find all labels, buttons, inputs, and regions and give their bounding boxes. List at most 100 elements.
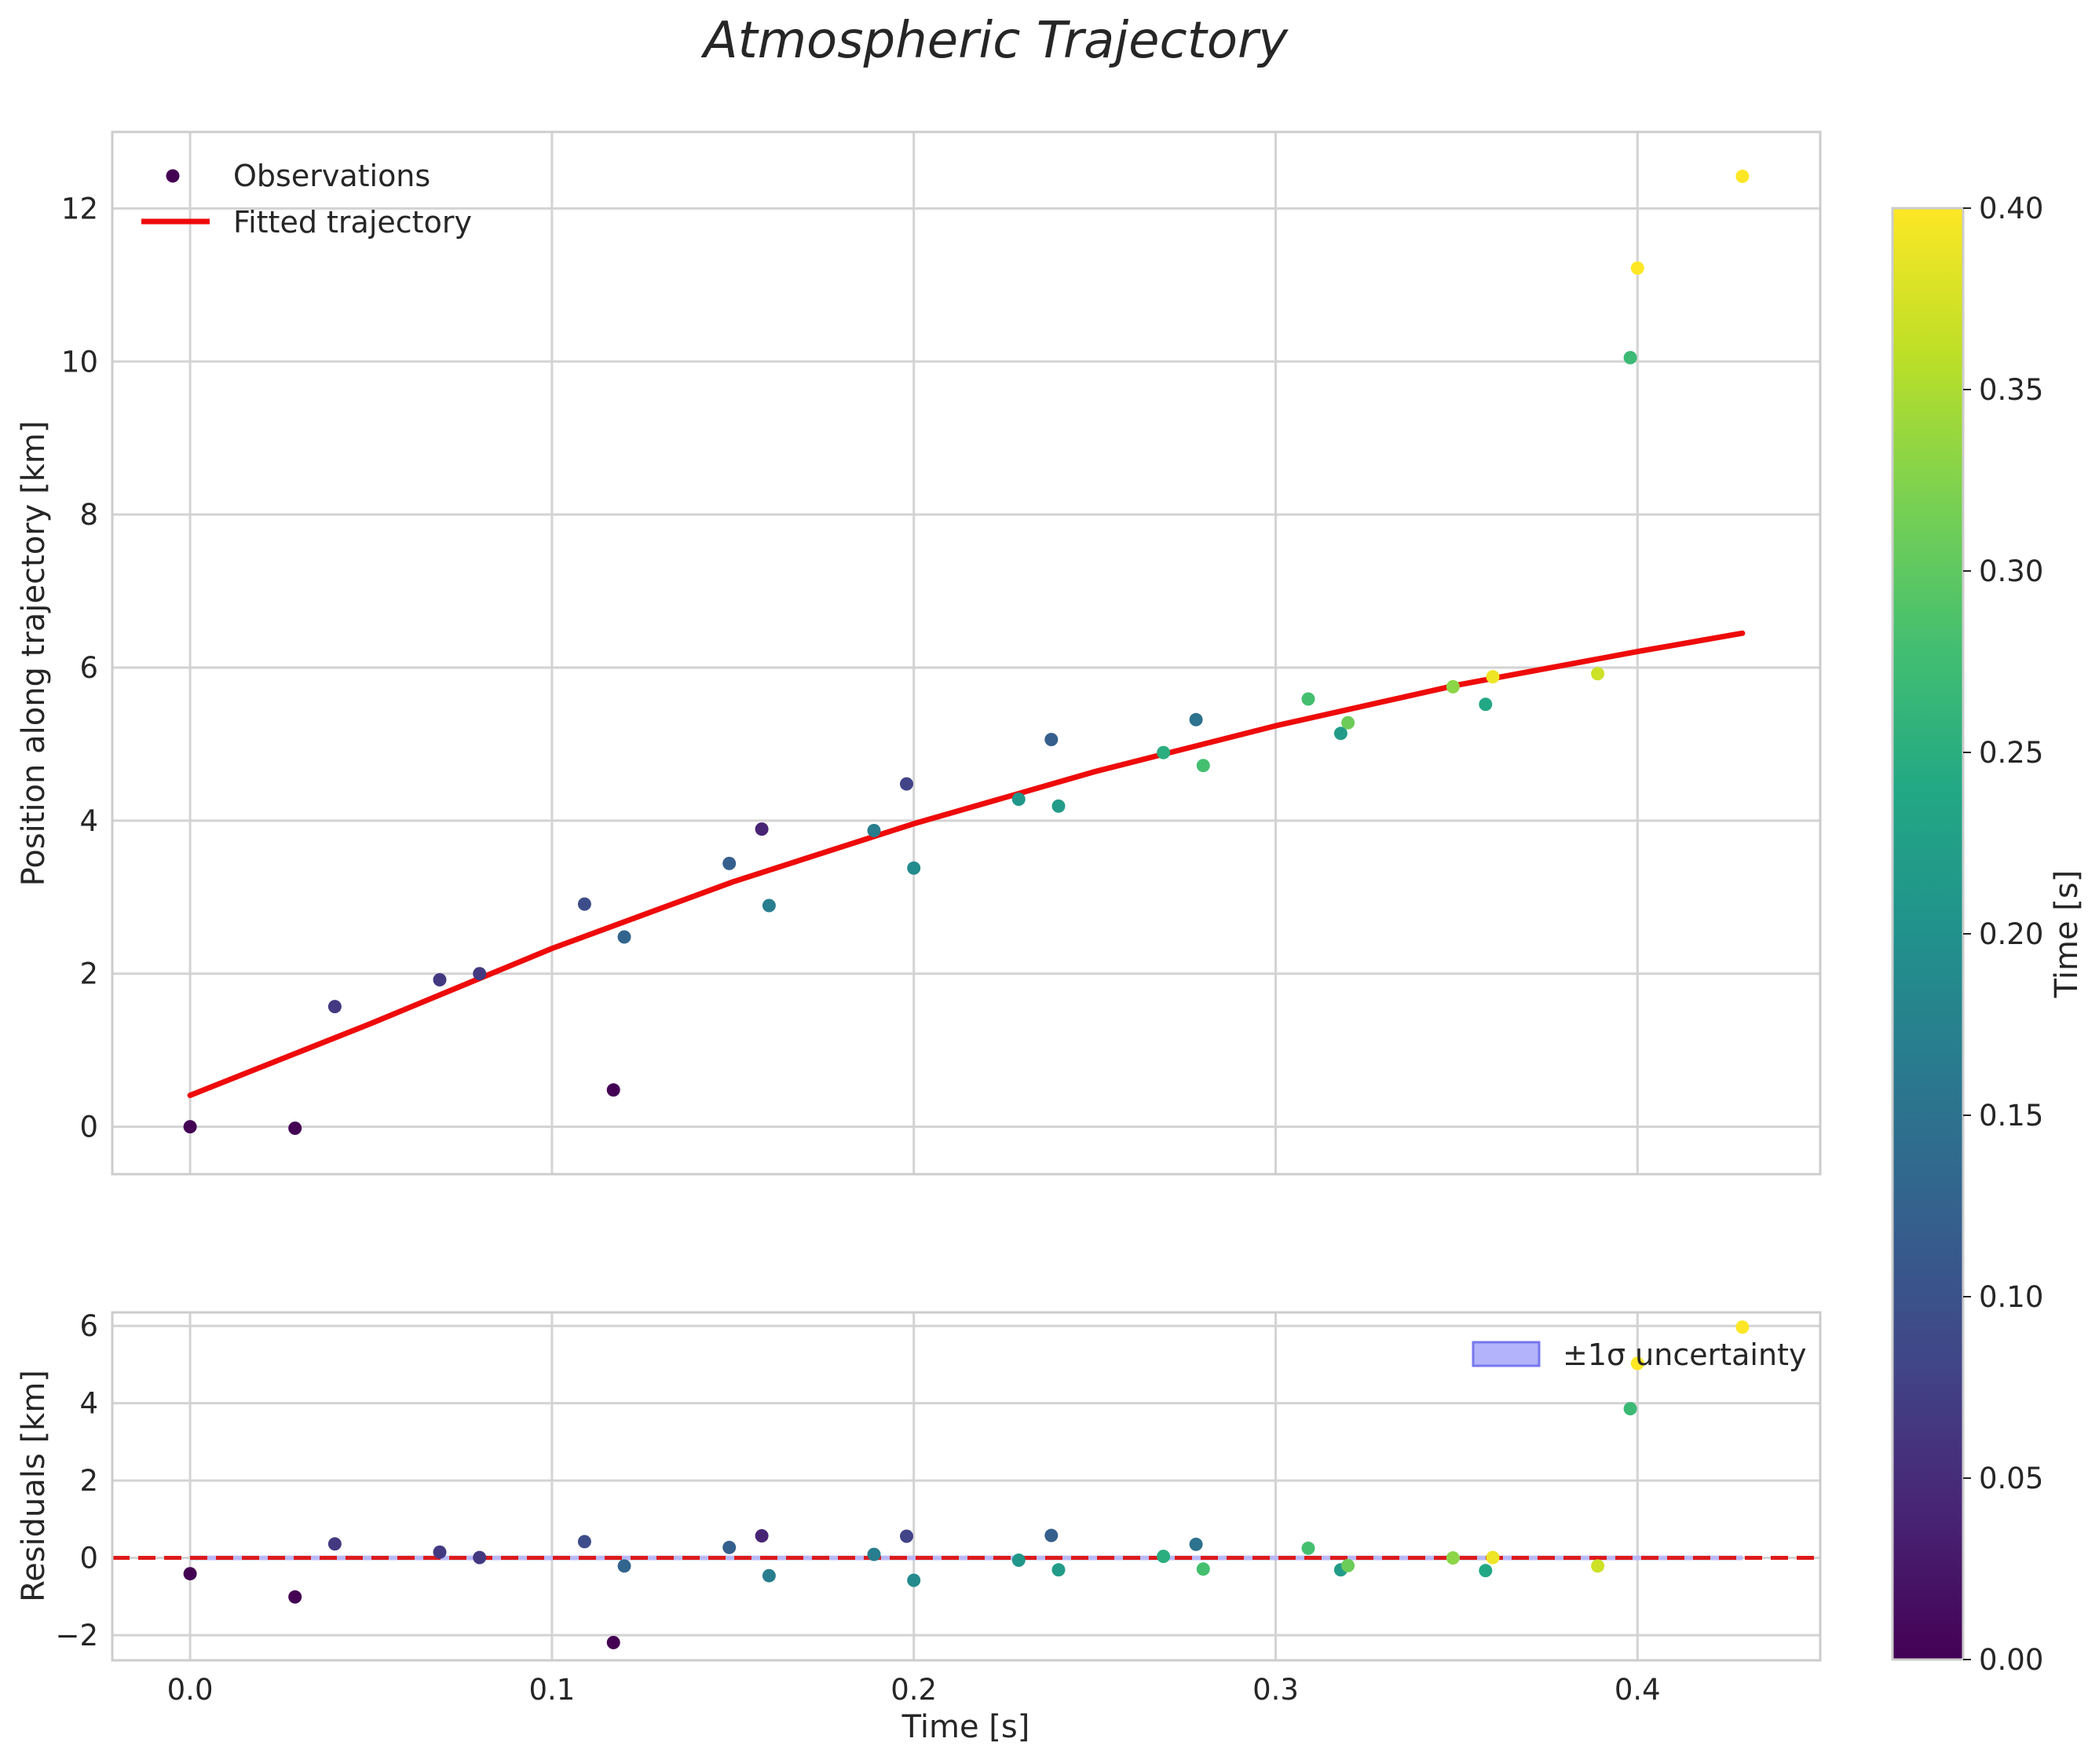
colorbar-tick-label: 0.30 bbox=[1979, 554, 2043, 588]
residual-point bbox=[1011, 1554, 1026, 1567]
residual-point bbox=[1446, 1551, 1460, 1565]
residual-point bbox=[900, 1529, 913, 1543]
residual-point bbox=[762, 1568, 776, 1583]
residual-point bbox=[867, 1547, 881, 1561]
residual-point bbox=[327, 1537, 342, 1551]
residual-point bbox=[1630, 1356, 1644, 1371]
main-y-tick-label: 2 bbox=[79, 957, 98, 991]
colorbar-tick-label: 0.00 bbox=[1979, 1643, 2043, 1677]
main-legend: Observations Fitted trajectory bbox=[141, 159, 472, 240]
main-frame bbox=[111, 130, 1822, 1176]
x-tick-label: 0.4 bbox=[1614, 1673, 1661, 1707]
residual-point bbox=[722, 1540, 737, 1554]
observation-point bbox=[1479, 697, 1493, 712]
observation-point bbox=[722, 856, 737, 870]
main-y-tick-label: 10 bbox=[61, 345, 98, 379]
observation-point bbox=[183, 1120, 197, 1134]
residuals-y-tick-label: 4 bbox=[79, 1387, 98, 1421]
main-y-tick-label: 6 bbox=[79, 651, 98, 685]
observation-point bbox=[1157, 745, 1171, 759]
x-tick-label: 0.0 bbox=[167, 1673, 214, 1707]
observation-point bbox=[577, 897, 591, 911]
observation-point bbox=[1591, 667, 1605, 681]
legend-uncertainty-label: ±1σ uncertainty bbox=[1563, 1338, 1806, 1372]
observation-point bbox=[1189, 712, 1203, 726]
main-y-tick-label: 0 bbox=[79, 1111, 98, 1144]
residual-point bbox=[1735, 1320, 1750, 1334]
residual-point bbox=[606, 1635, 620, 1649]
main-y-tick-label: 4 bbox=[79, 804, 98, 838]
residual-point bbox=[1157, 1550, 1171, 1564]
residuals-y-tick-label: 6 bbox=[79, 1309, 98, 1343]
colorbar-tick-labels: 0.00 0.05 0.10 0.15 0.20 0.25 0.30 0.35 0.40 bbox=[1963, 192, 2043, 1677]
residuals-plot-background bbox=[112, 1312, 1820, 1660]
fitted-trajectory-line bbox=[187, 630, 1746, 1099]
residuals-frame bbox=[111, 1311, 1822, 1662]
colorbar-tick-label: 0.15 bbox=[1979, 1099, 2043, 1133]
uncertainty-band bbox=[190, 1555, 1742, 1561]
residual-point bbox=[1479, 1564, 1493, 1578]
legend-observations-label: Observations bbox=[233, 159, 430, 193]
observation-point bbox=[327, 1000, 342, 1014]
observation-point bbox=[1051, 799, 1066, 813]
observation-point bbox=[1011, 792, 1026, 807]
colorbar: 0.00 0.05 0.10 0.15 0.20 0.25 0.30 0.35 0.40 Tim… bbox=[1891, 192, 2085, 1677]
x-tick-label: 0.1 bbox=[528, 1673, 575, 1707]
residual-point bbox=[288, 1590, 302, 1604]
observation-point bbox=[1196, 759, 1210, 773]
residual-point bbox=[1196, 1562, 1210, 1576]
residual-point bbox=[1623, 1402, 1637, 1416]
colorbar-tick-label: 0.25 bbox=[1979, 736, 2043, 770]
observation-point bbox=[900, 777, 913, 791]
colorbar-tick-label: 0.05 bbox=[1979, 1462, 2043, 1495]
colorbar-tick-label: 0.35 bbox=[1979, 373, 2043, 407]
residual-point bbox=[1189, 1537, 1203, 1551]
observation-point bbox=[473, 967, 487, 981]
residuals-y-tick-labels: −2 0 2 4 6 bbox=[55, 1309, 98, 1652]
residual-point bbox=[617, 1559, 631, 1573]
observation-point bbox=[288, 1122, 302, 1135]
residuals-legend: ±1σ uncertainty bbox=[1472, 1338, 1806, 1372]
residual-point bbox=[1051, 1563, 1066, 1577]
residuals-y-tick-label: −2 bbox=[55, 1619, 98, 1652]
colorbar-tick-label: 0.20 bbox=[1979, 917, 2043, 951]
residual-point bbox=[1486, 1550, 1500, 1565]
observation-point bbox=[1341, 715, 1355, 730]
observation-point bbox=[1301, 692, 1315, 706]
residual-points bbox=[183, 1320, 1750, 1649]
residuals-y-tick-label: 0 bbox=[79, 1542, 98, 1576]
observation-point bbox=[1735, 170, 1750, 183]
main-y-tick-label: 12 bbox=[61, 192, 98, 225]
residual-point bbox=[1301, 1541, 1315, 1555]
observation-point bbox=[755, 822, 769, 836]
legend-observations-marker bbox=[166, 169, 180, 183]
x-tick-label: 0.2 bbox=[890, 1673, 937, 1707]
observation-point bbox=[762, 898, 776, 913]
observation-point bbox=[867, 824, 881, 837]
observation-point bbox=[433, 973, 447, 986]
residuals-y-axis-label: Residuals [km] bbox=[16, 1370, 52, 1602]
residual-point bbox=[907, 1573, 921, 1587]
observation-point bbox=[1630, 261, 1644, 275]
main-y-tick-labels: 0 2 4 6 8 10 12 bbox=[61, 192, 98, 1144]
colorbar-gradient bbox=[1892, 208, 1963, 1660]
observation-point bbox=[1486, 670, 1500, 684]
colorbar-label: Time [s] bbox=[2049, 870, 2085, 999]
residual-point bbox=[755, 1529, 769, 1543]
residual-point bbox=[1591, 1559, 1605, 1573]
observation-point bbox=[907, 861, 921, 875]
colorbar-tick-label: 0.10 bbox=[1979, 1280, 2043, 1314]
main-panel: 0 2 4 6 8 10 12 Position along trajectory [km]… bbox=[16, 130, 1822, 1176]
colorbar-tick-label: 0.40 bbox=[1979, 192, 2043, 225]
residual-point bbox=[183, 1567, 197, 1581]
residual-point bbox=[577, 1535, 591, 1549]
residual-point bbox=[1044, 1528, 1059, 1543]
residual-point bbox=[433, 1545, 447, 1559]
observation-point bbox=[617, 930, 631, 944]
legend-fit-label: Fitted trajectory bbox=[233, 205, 472, 240]
chart-title: Atmospheric Trajectory bbox=[700, 12, 1289, 70]
x-axis-label: Time [s] bbox=[901, 1709, 1030, 1745]
residuals-x-tick-labels: 0.0 0.1 0.2 0.3 0.4 bbox=[167, 1673, 1661, 1707]
observation-points bbox=[183, 170, 1750, 1135]
